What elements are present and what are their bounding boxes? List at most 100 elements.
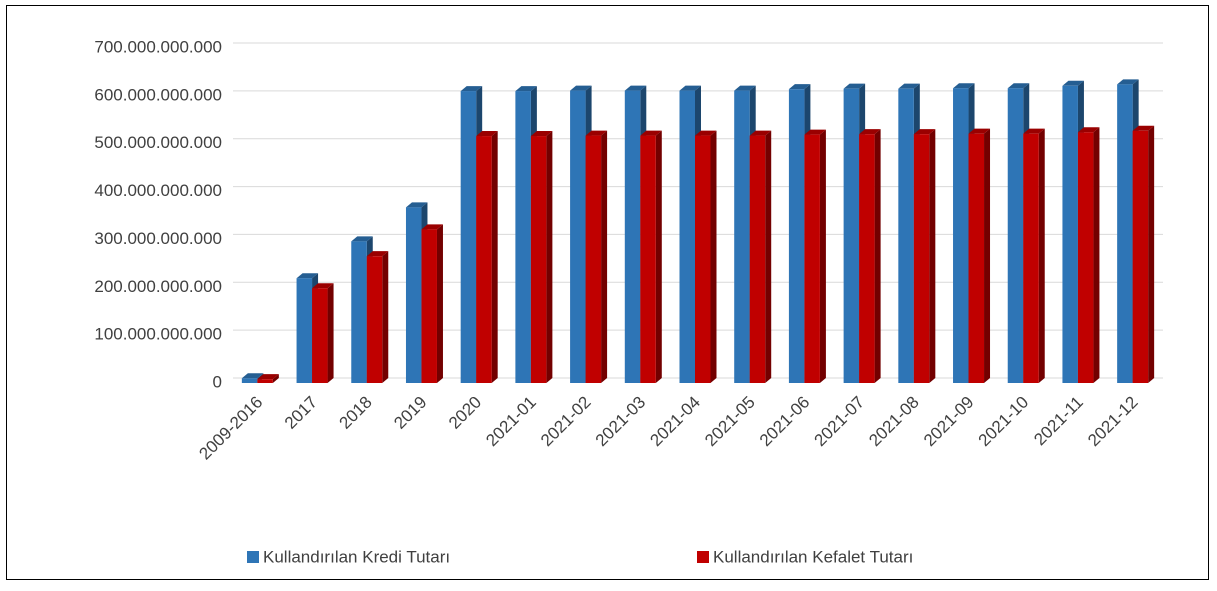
bar-top (788, 84, 811, 90)
bar (1132, 130, 1149, 383)
bar-side (491, 131, 498, 383)
bar (421, 229, 437, 383)
bar-top (1117, 79, 1139, 85)
y-tick-label: 400.000.000.000 (94, 181, 222, 200)
bar (530, 136, 547, 383)
bar-top (968, 128, 991, 134)
bar-top (640, 130, 662, 136)
bar (788, 89, 805, 384)
x-tick-label: 2021-06 (756, 393, 814, 451)
bar (241, 378, 258, 383)
bar (1062, 85, 1078, 384)
bar (257, 379, 273, 383)
bar-top (734, 85, 756, 91)
bar (460, 91, 477, 384)
bar-top (1132, 125, 1155, 131)
legend-label: Kullandırılan Kefalet Tutarı (713, 547, 913, 566)
bar-side (874, 129, 881, 383)
bar (1077, 132, 1094, 383)
bar (898, 88, 914, 383)
bar (843, 88, 860, 383)
bar (366, 256, 383, 383)
bar (351, 241, 367, 383)
bar-top (859, 129, 881, 135)
bar-side (765, 130, 772, 383)
bar (749, 135, 766, 383)
bar-top (953, 83, 975, 89)
bar (570, 90, 586, 383)
bar (859, 134, 875, 383)
bar-top (1007, 83, 1030, 89)
y-tick-label: 600.000.000.000 (94, 85, 222, 104)
bar (312, 288, 328, 383)
x-tick-label: 2017 (281, 393, 321, 433)
y-tick-label: 100.000.000.000 (94, 325, 222, 344)
bar-top (749, 130, 772, 136)
bar (679, 90, 695, 383)
bar-top (460, 86, 483, 92)
x-tick-label: 2021-02 (537, 393, 595, 451)
bar (1117, 84, 1133, 383)
bar-top (1062, 80, 1084, 86)
bar-side (819, 129, 826, 383)
bar (624, 90, 641, 383)
bar (695, 135, 711, 383)
x-tick-label: 2021-04 (646, 393, 704, 451)
x-tick-label: 2021-10 (975, 393, 1033, 451)
bar (804, 134, 820, 383)
bar-top (405, 202, 428, 208)
x-tick-label: 2021-09 (920, 393, 978, 451)
bar-top (257, 374, 279, 380)
y-tick-label: 0 (213, 372, 222, 391)
x-tick-label: 2021-11 (1030, 393, 1087, 450)
x-tick-label: 2021-01 (482, 393, 540, 451)
bar-side (327, 283, 334, 383)
bar-side (382, 251, 389, 383)
bar-top (530, 131, 553, 137)
bar-top (695, 130, 717, 136)
bar-top (351, 236, 373, 242)
bar-side (436, 224, 443, 383)
bar-top (296, 273, 319, 279)
legend-swatch (697, 551, 709, 563)
bar (968, 133, 985, 383)
x-tick-label: 2020 (445, 393, 485, 433)
bar-top (804, 129, 826, 135)
bar-top (585, 130, 608, 136)
bar (1007, 88, 1024, 383)
legend-swatch (247, 551, 259, 563)
x-tick-label: 2021-05 (701, 393, 759, 451)
bar-side (1038, 128, 1045, 383)
y-tick-label: 200.000.000.000 (94, 277, 222, 296)
bar-side (984, 128, 991, 383)
bar-side (655, 130, 662, 383)
bar-top (312, 283, 334, 289)
bar-top (843, 83, 866, 89)
bar-top (624, 85, 647, 91)
bar (405, 207, 422, 383)
bar-top (898, 83, 920, 89)
chart-frame (6, 5, 1209, 580)
bar-side (272, 374, 279, 383)
bar (296, 278, 313, 383)
bar-top (241, 373, 264, 379)
x-tick-label: 2018 (336, 393, 376, 433)
bar-top (515, 86, 537, 92)
x-tick-label: 2019 (390, 393, 430, 433)
bar-top (570, 85, 592, 91)
x-tick-label: 2021-08 (865, 393, 923, 451)
bar-side (546, 131, 553, 383)
bar-top (476, 131, 498, 137)
bar-top (1023, 128, 1045, 134)
x-tick-label: 2021-03 (592, 393, 650, 451)
bar-top (421, 224, 443, 230)
bar-side (710, 130, 717, 383)
x-tick-label: 2021-12 (1084, 393, 1142, 451)
x-tick-label: 2009-2016 (195, 393, 266, 464)
bar (913, 134, 930, 383)
bar-side (601, 130, 608, 383)
bar-side (1148, 125, 1155, 384)
bar (1023, 133, 1039, 383)
y-tick-label: 500.000.000.000 (94, 133, 222, 152)
